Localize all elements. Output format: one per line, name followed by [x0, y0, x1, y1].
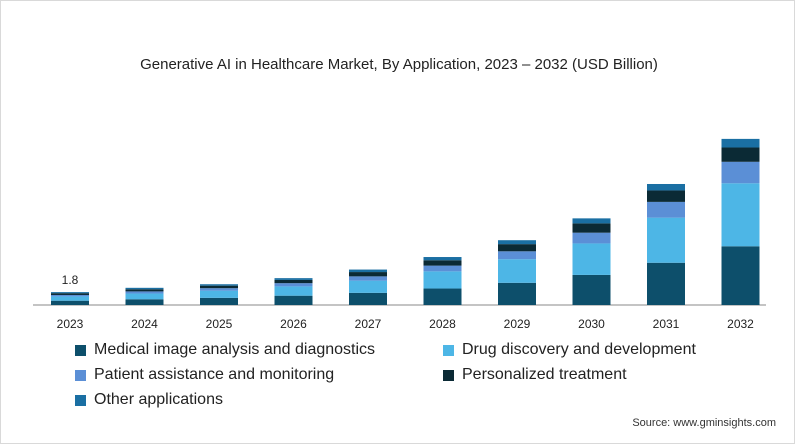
bar-segment-2026-series-1 [274, 295, 313, 305]
bar-segment-2025-series-4 [200, 285, 238, 289]
bar-segment-2026-series-3 [274, 283, 313, 287]
bar-segment-2032-series-4 [721, 147, 760, 162]
bar-segment-2024-series-2 [125, 293, 164, 300]
source-text: Source: www.gminsights.com [632, 417, 776, 429]
x-tick-label: 2025 [206, 317, 233, 331]
x-tick-label: 2031 [653, 317, 680, 331]
bar-segment-2029-series-4 [498, 244, 536, 252]
bar-segment-2031-series-1 [647, 262, 685, 305]
bar-segment-2028-series-2 [423, 271, 462, 289]
bar-segment-2027-series-3 [349, 276, 387, 281]
legend-item: Drug discovery and development [443, 341, 696, 359]
legend-label: Personalized treatment [462, 366, 627, 383]
legend-swatch [75, 369, 86, 381]
bar-segment-2024-series-3 [125, 291, 164, 294]
bar-segment-2029-series-5 [498, 240, 536, 245]
bar-segment-2023-series-1 [51, 300, 89, 305]
bar-segment-2026-series-4 [274, 279, 313, 284]
bar-segment-2023-series-4 [51, 293, 89, 295]
bar-segment-2025-series-5 [200, 284, 238, 286]
legend-label: Medical image analysis and diagnostics [94, 341, 376, 358]
legend-swatch [75, 394, 86, 406]
legend-label: Drug discovery and development [462, 341, 696, 358]
bar-segment-2029-series-3 [498, 251, 536, 260]
bar-segment-2028-series-5 [423, 257, 462, 261]
x-tick-label: 2032 [727, 317, 754, 331]
bar-segment-2032-series-5 [721, 138, 760, 148]
bar-segment-2025-series-2 [200, 290, 238, 298]
legend-swatch [443, 369, 454, 381]
bar-segment-2031-series-2 [647, 217, 685, 263]
legend-label: Patient assistance and monitoring [94, 366, 335, 383]
legend-swatch [443, 344, 454, 356]
bar-segment-2027-series-5 [349, 269, 387, 273]
x-tick-label: 2028 [429, 317, 456, 331]
x-tick-label: 2026 [280, 317, 307, 331]
bar-segment-2027-series-1 [349, 292, 387, 305]
bar-segment-2024-series-1 [125, 299, 164, 305]
data-labels: 1.8 [62, 273, 79, 287]
bar-segment-2025-series-1 [200, 297, 238, 305]
x-tick-labels: 2023 2024 2025 2026 2027 2028 2029 2030 2031 2032 [57, 317, 755, 331]
x-tick-label: 2024 [131, 317, 158, 331]
legend-swatch [75, 344, 86, 356]
bar-segment-2030-series-5 [572, 218, 611, 224]
bar-segment-2032-series-1 [721, 246, 760, 305]
bar-segment-2028-series-3 [423, 265, 462, 272]
bar-segment-2026-series-5 [274, 278, 313, 280]
bar-segment-2023-series-5 [51, 292, 89, 294]
chart-title: Generative AI in Healthcare Market, By A… [140, 56, 658, 73]
bar-segment-2029-series-2 [498, 259, 536, 283]
bar-segment-2028-series-1 [423, 288, 462, 305]
x-tick-label: 2029 [504, 317, 531, 331]
x-tick-label: 2027 [355, 317, 382, 331]
bar-segment-2023-series-3 [51, 294, 89, 297]
bar-segment-2028-series-4 [423, 260, 462, 266]
bar-segment-2030-series-1 [572, 274, 611, 305]
bar-segment-2032-series-3 [721, 161, 760, 184]
bar-segment-2031-series-5 [647, 183, 685, 191]
legend-label: Other applications [94, 391, 223, 408]
x-tick-label: 2023 [57, 317, 84, 331]
legend-item: Medical image analysis and diagnostics [75, 341, 375, 359]
bar-segment-2029-series-1 [498, 282, 536, 305]
bar-segment-2024-series-5 [125, 287, 164, 290]
bar-segment-2027-series-2 [349, 280, 387, 293]
bars-group [51, 138, 760, 305]
bar-segment-2030-series-2 [572, 243, 611, 275]
legend-item: Patient assistance and monitoring [75, 366, 334, 384]
bar-segment-2032-series-2 [721, 183, 760, 247]
bar-segment-2026-series-2 [274, 286, 313, 296]
bar-segment-2031-series-3 [647, 201, 685, 218]
legend-item: Personalized treatment [443, 366, 627, 384]
data-label: 1.8 [62, 273, 79, 287]
bar-segment-2030-series-4 [572, 223, 611, 233]
bar-segment-2024-series-4 [125, 289, 164, 292]
bar-segment-2025-series-3 [200, 288, 238, 291]
bar-segment-2031-series-4 [647, 190, 685, 202]
x-tick-label: 2030 [578, 317, 605, 331]
bar-segment-2030-series-3 [572, 232, 611, 244]
bar-segment-2027-series-4 [349, 272, 387, 277]
legend-item: Other applications [75, 391, 223, 409]
bar-segment-2023-series-2 [51, 296, 89, 301]
